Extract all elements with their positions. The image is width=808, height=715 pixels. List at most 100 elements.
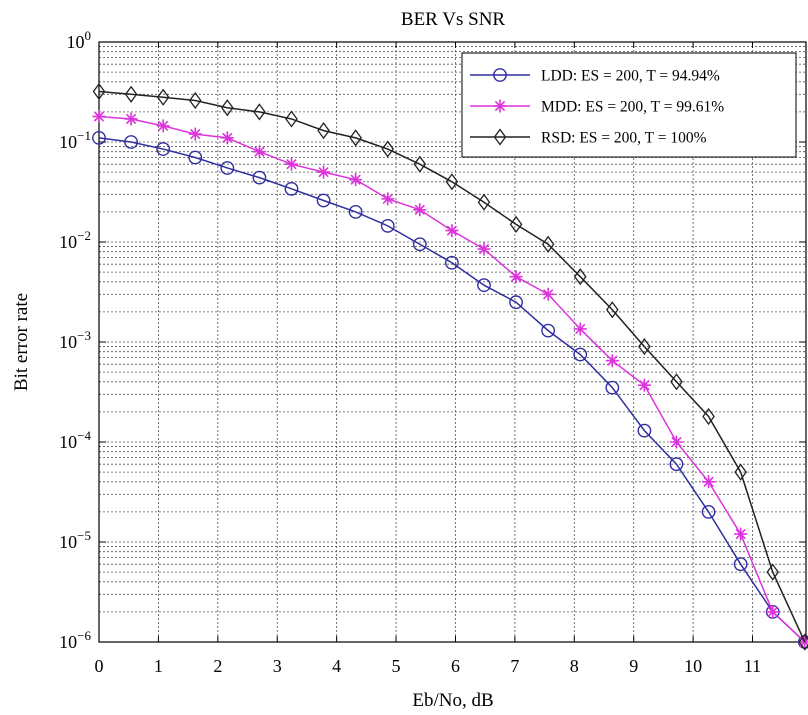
data-point-diamond bbox=[638, 337, 651, 356]
data-point-star bbox=[477, 242, 491, 256]
series-line bbox=[98, 90, 806, 643]
series-star bbox=[92, 109, 808, 649]
data-point-circle bbox=[92, 130, 106, 145]
data-point-star bbox=[220, 131, 234, 145]
data-point-circle bbox=[220, 161, 235, 175]
data-point-diamond bbox=[317, 122, 330, 140]
data-point-circle bbox=[284, 181, 299, 196]
data-point-circle bbox=[541, 323, 556, 338]
data-point-star bbox=[573, 322, 587, 336]
data-point-circle bbox=[445, 255, 459, 270]
y-tick-label: 100 bbox=[67, 28, 92, 52]
x-tick-label: 9 bbox=[629, 656, 638, 676]
data-point-circle bbox=[509, 295, 523, 310]
data-point-circle bbox=[348, 204, 363, 219]
y-tick-label: 10−5 bbox=[59, 528, 91, 552]
data-point-star bbox=[669, 435, 683, 449]
data-point-diamond bbox=[541, 235, 555, 253]
data-point-star bbox=[637, 378, 651, 392]
data-point-star bbox=[445, 224, 459, 238]
x-tick-label: 11 bbox=[744, 656, 761, 676]
data-point-diamond bbox=[285, 110, 298, 128]
data-point-star bbox=[284, 157, 298, 171]
data-point-star bbox=[541, 287, 555, 301]
x-tick-label: 6 bbox=[451, 656, 460, 676]
y-tick-label: 10−1 bbox=[59, 128, 91, 152]
data-point-diamond bbox=[477, 193, 491, 211]
series-circle bbox=[92, 130, 808, 649]
data-point-diamond bbox=[509, 215, 523, 233]
y-tick-label: 10−4 bbox=[59, 428, 91, 452]
data-point-circle bbox=[701, 504, 716, 519]
legend-entry: RSD: ES = 200, T = 100% bbox=[470, 128, 707, 147]
series-diamond bbox=[92, 82, 808, 651]
legend: LDD: ES = 200, T = 94.94% MDD: ES = 200, … bbox=[461, 52, 797, 158]
data-point-circle bbox=[188, 150, 203, 165]
legend-label: RSD: ES = 200, T = 100% bbox=[541, 130, 707, 147]
x-tick-label: 2 bbox=[213, 656, 222, 676]
data-point-star bbox=[702, 475, 716, 489]
data-point-star bbox=[317, 165, 331, 179]
data-point-star bbox=[766, 605, 780, 619]
chart-title: BER Vs SNR bbox=[401, 9, 506, 30]
data-point-star bbox=[605, 354, 619, 368]
data-point-diamond bbox=[766, 563, 780, 581]
data-point-circle bbox=[637, 423, 652, 438]
data-point-diamond bbox=[670, 373, 683, 391]
x-tick-label: 8 bbox=[570, 656, 579, 676]
x-tick-label: 7 bbox=[510, 656, 519, 676]
data-point-star bbox=[798, 635, 808, 649]
data-point-star bbox=[156, 119, 170, 133]
data-point-diamond bbox=[349, 129, 362, 147]
x-axis-label: Eb/No, dB bbox=[412, 690, 493, 711]
data-point-star bbox=[188, 127, 202, 141]
x-tick-label: 3 bbox=[273, 656, 282, 676]
axis-ticks: 0 1 2 3 4 5 6 7 8 9 10 11 100 10−1 10−2 10−3 10−4 10−5 10−… bbox=[59, 28, 806, 676]
data-point-diamond bbox=[413, 155, 427, 173]
data-point-diamond bbox=[573, 268, 587, 286]
x-tick-label: 10 bbox=[684, 656, 702, 676]
x-tick-label: 4 bbox=[332, 656, 341, 676]
data-point-circle bbox=[316, 193, 331, 208]
data-point-circle bbox=[477, 278, 491, 293]
data-point-star bbox=[493, 99, 507, 113]
data-point-diamond bbox=[493, 128, 507, 146]
data-point-circle bbox=[380, 218, 395, 233]
data-point-circle bbox=[669, 457, 684, 472]
data-point-star bbox=[381, 192, 395, 206]
data-point-circle bbox=[156, 142, 171, 156]
legend-entry: LDD: ES = 200, T = 94.94% bbox=[470, 68, 720, 85]
data-point-diamond bbox=[92, 82, 106, 101]
y-tick-label: 10−6 bbox=[59, 628, 91, 652]
data-point-diamond bbox=[702, 407, 715, 426]
data-point-circle bbox=[605, 380, 620, 395]
data-point-star bbox=[124, 112, 138, 126]
data-point-diamond bbox=[124, 85, 138, 103]
data-point-star bbox=[349, 173, 363, 187]
data-point-star bbox=[734, 527, 748, 541]
x-tick-label: 5 bbox=[392, 656, 401, 676]
data-point-diamond bbox=[253, 103, 266, 121]
legend-box bbox=[461, 52, 797, 158]
data-point-diamond bbox=[734, 463, 747, 481]
data-point-star bbox=[509, 270, 523, 284]
data-point-circle bbox=[493, 68, 507, 82]
series-layer bbox=[92, 82, 808, 651]
legend-label: MDD: ES = 200, T = 99.61% bbox=[541, 99, 724, 116]
data-point-diamond bbox=[445, 173, 459, 191]
legend-entry: MDD: ES = 200, T = 99.61% bbox=[470, 99, 724, 116]
series-line bbox=[98, 137, 806, 643]
x-tick-label: 0 bbox=[95, 656, 104, 676]
data-point-star bbox=[413, 203, 427, 217]
data-point-circle bbox=[124, 135, 138, 149]
data-point-circle bbox=[573, 347, 588, 362]
y-tick-label: 10−2 bbox=[59, 228, 91, 252]
y-tick-label: 10−3 bbox=[59, 328, 91, 352]
data-point-circle bbox=[412, 237, 427, 252]
y-axis-label: Bit error rate bbox=[11, 293, 32, 391]
data-point-diamond bbox=[798, 633, 808, 651]
data-point-circle bbox=[733, 557, 748, 572]
data-point-diamond bbox=[221, 99, 234, 117]
data-point-diamond bbox=[606, 301, 619, 319]
